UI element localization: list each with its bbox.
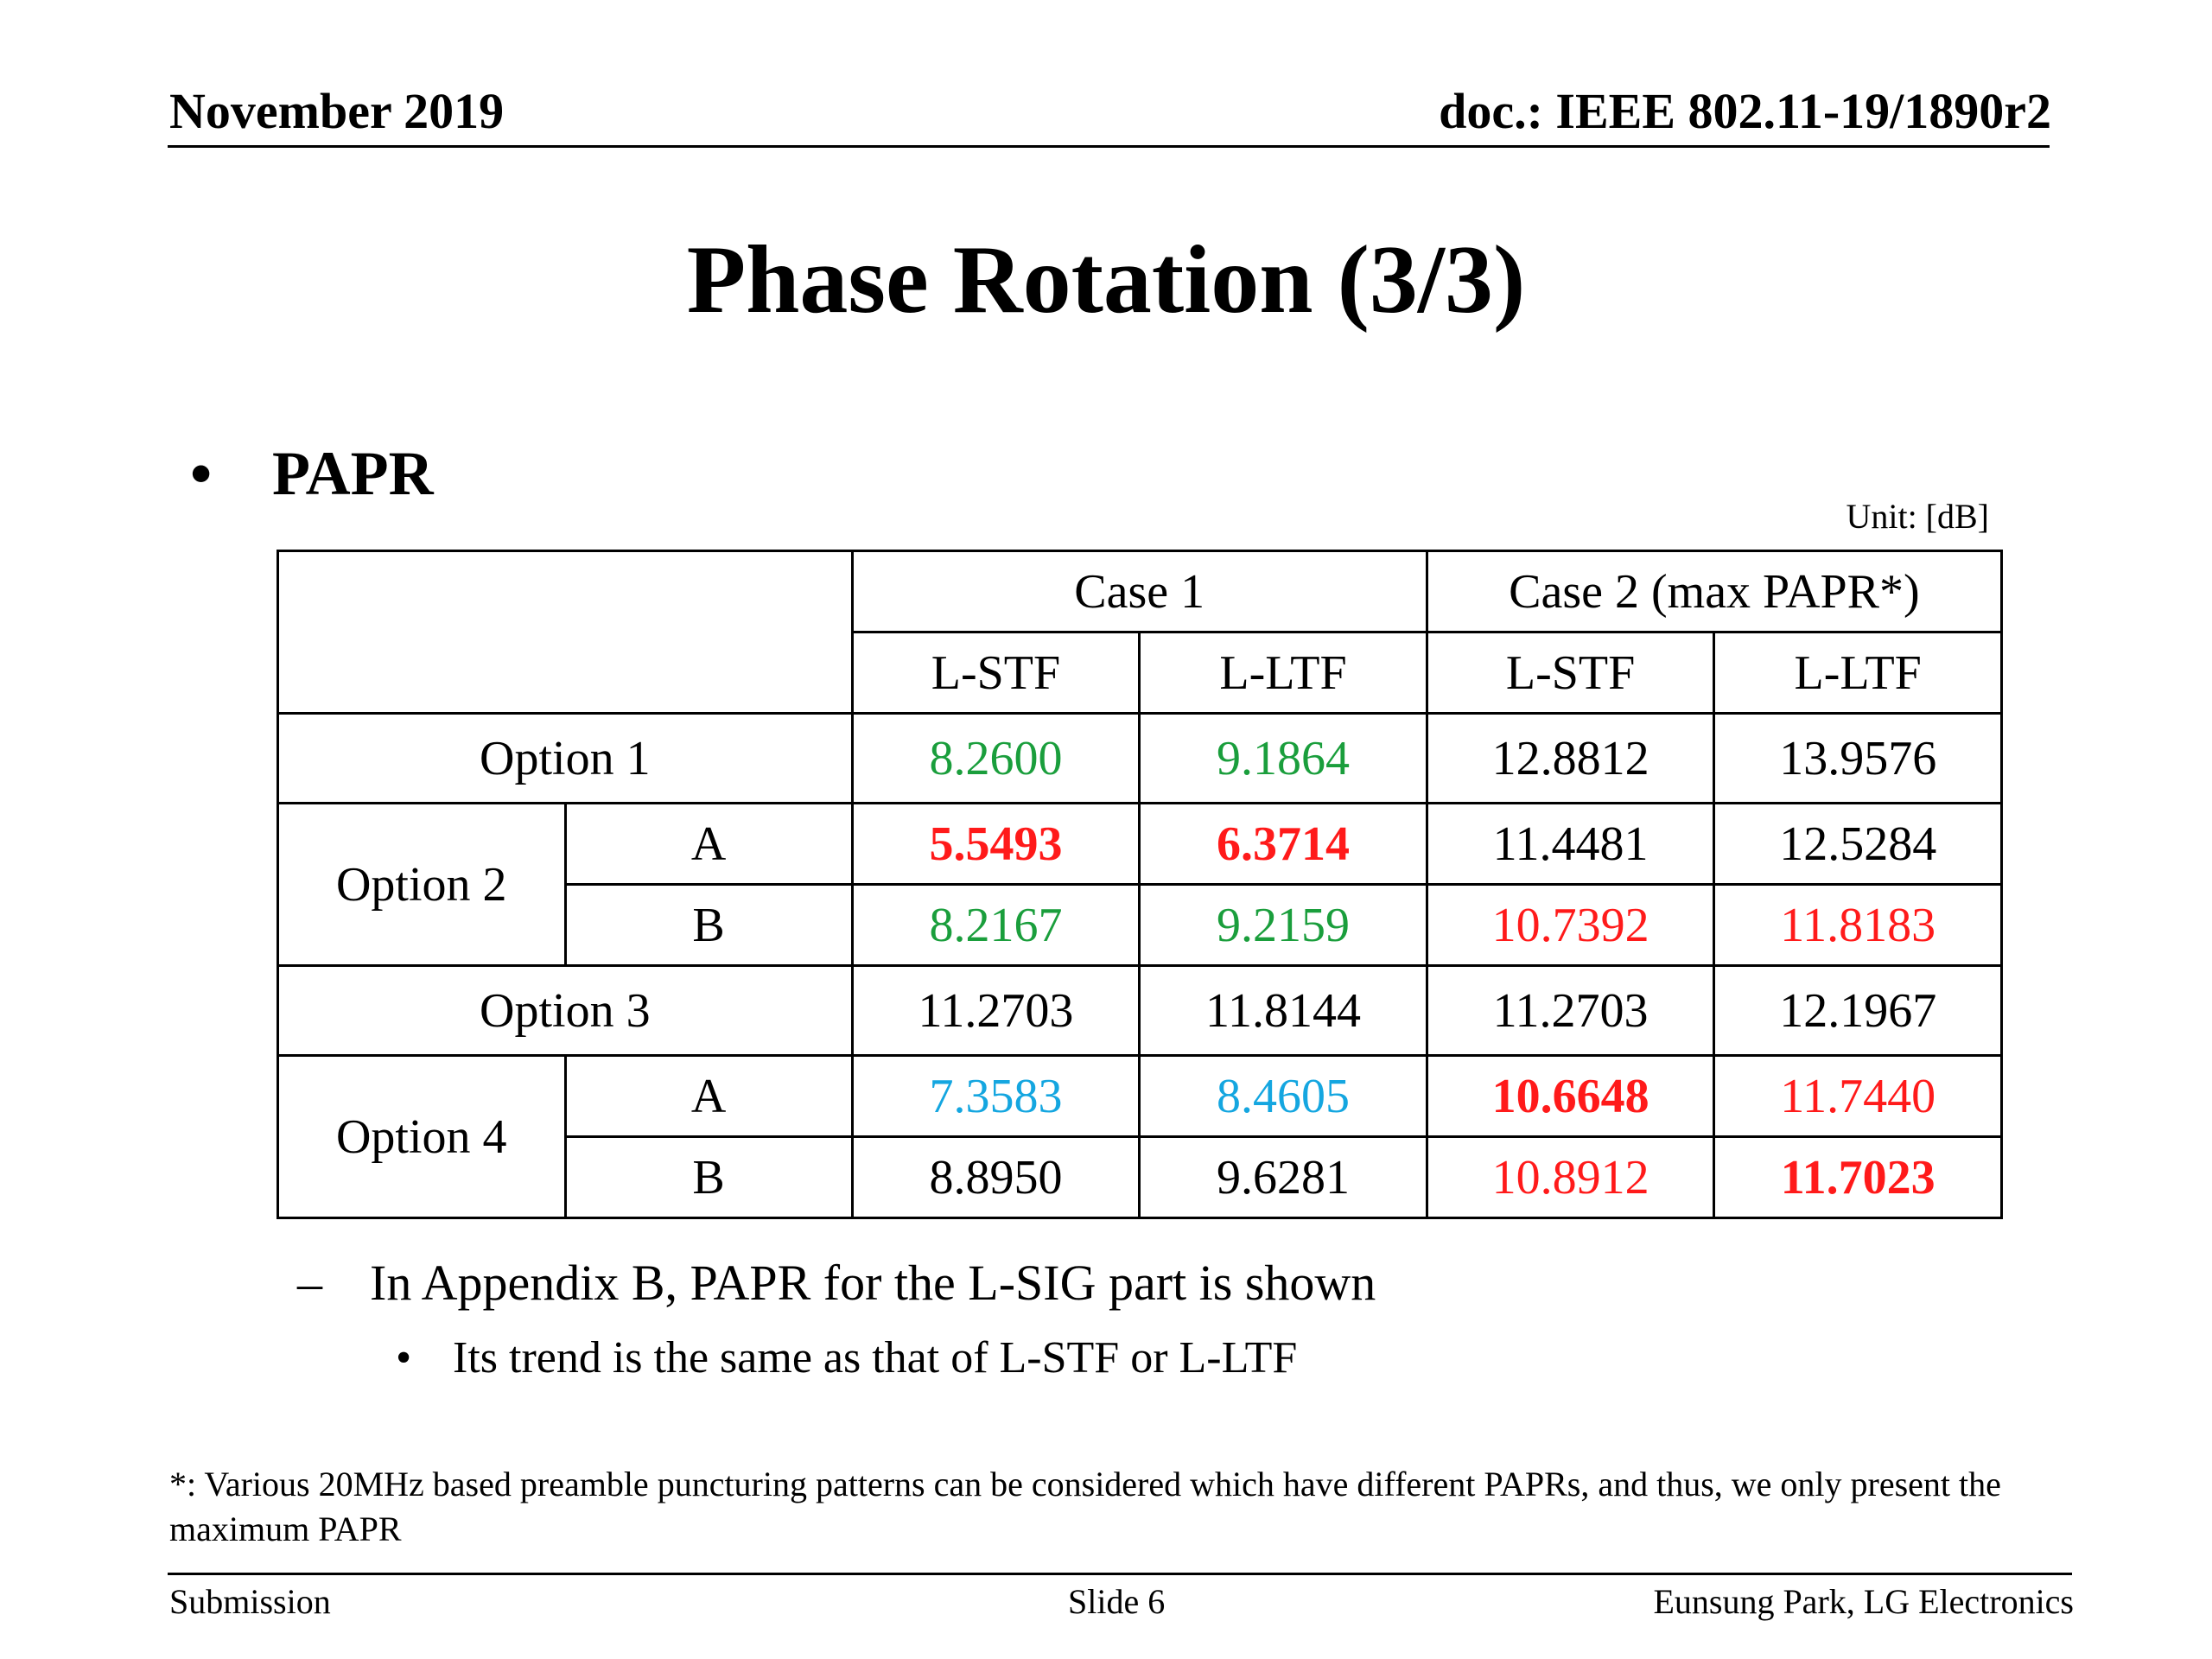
footer-author: Eunsung Park, LG Electronics (1653, 1582, 2074, 1621)
cell-option4b-case2-lltf: 11.7023 (1713, 1135, 2003, 1219)
papr-table: Case 1 Case 2 (max PAPR*) L-STF L-LTF L-… (276, 550, 2004, 1219)
sub-sub-bullet-dot: • (396, 1333, 412, 1382)
row-label-option3: Option 3 (276, 964, 854, 1057)
cell-option2a-case1-lltf: 6.3714 (1138, 802, 1428, 886)
cell-option1-case1-lltf: 9.1864 (1138, 712, 1428, 804)
table-row-option1: Option 1 8.2600 9.1864 12.8812 13.9576 (276, 712, 2003, 804)
header-case1-lstf: L-STF (850, 631, 1141, 715)
row-sublabel-option2-b: B (563, 883, 854, 967)
table-row-option2-b: B 8.2167 9.2159 10.7392 11.8183 (278, 883, 2003, 967)
cell-option4a-case1-lstf: 7.3583 (850, 1054, 1141, 1138)
footnote: *: Various 20MHz based preamble puncturi… (169, 1465, 2001, 1548)
cell-option1-case2-lltf: 13.9576 (1713, 712, 2003, 804)
cell-option4a-case2-lltf: 11.7440 (1713, 1054, 2003, 1138)
header-case-1: Case 1 (850, 550, 1428, 633)
header-case2-lltf: L-LTF (1713, 631, 2003, 715)
header-case1-lltf: L-LTF (1138, 631, 1428, 715)
cell-option1-case1-lstf: 8.2600 (850, 712, 1141, 804)
cell-option3-case1-lltf: 11.8144 (1138, 964, 1428, 1057)
table-row-option4-a: Option 4 A 7.3583 8.4605 10.6648 11.7440 (276, 1054, 2003, 1219)
table-header-row-groups: Case 1 Case 2 (max PAPR*) (276, 550, 2004, 715)
row-label-option2: Option 2 (276, 802, 567, 967)
sub-sub-bullet-text: Its trend is the same as that of L-STF o… (453, 1333, 1298, 1382)
table-row-option3: Option 3 11.2703 11.8144 11.2703 12.1967 (276, 964, 2003, 1057)
table-row-option2-a: Option 2 A 5.5493 6.3714 11.4481 12.5284 (276, 802, 2003, 967)
bullet-symbol: • (190, 439, 213, 508)
row-label-option1: Option 1 (276, 712, 854, 804)
cell-option2b-case2-lltf: 11.8183 (1713, 883, 2003, 967)
cell-option4a-case2-lstf: 10.6648 (1425, 1054, 1716, 1138)
sub-bullet-text: In Appendix B, PAPR for the L-SIG part i… (370, 1255, 1376, 1311)
slide-title: Phase Rotation (3/3) (686, 226, 1526, 334)
cell-option4a-case1-lltf: 8.4605 (1138, 1054, 1428, 1138)
cell-option1-case2-lstf: 12.8812 (1425, 712, 1716, 804)
bullet-label: PAPR (272, 439, 434, 508)
row-sublabel-option4-b: B (563, 1135, 854, 1219)
header-date: November 2019 (169, 83, 505, 139)
cell-option2b-case2-lstf: 10.7392 (1425, 883, 1716, 967)
cell-option4b-case2-lstf: 10.8912 (1425, 1135, 1716, 1219)
row-sublabel-option2-a: A (563, 802, 854, 886)
table-corner-cell (276, 550, 854, 715)
cell-option2b-case1-lstf: 8.2167 (850, 883, 1141, 967)
header-divider (168, 145, 2050, 148)
header-case-2: Case 2 (max PAPR*) (1425, 550, 2004, 633)
footer-slide-number: Slide 6 (1068, 1582, 1166, 1621)
cell-option3-case2-lstf: 11.2703 (1425, 964, 1716, 1057)
footer-divider (168, 1573, 2072, 1575)
header-doc-id: doc.: IEEE 802.11-19/1890r2 (1439, 83, 2051, 139)
cell-option2a-case2-lltf: 12.5284 (1713, 802, 2003, 886)
footer-submission: Submission (169, 1582, 331, 1621)
header-case2-lstf: L-STF (1425, 631, 1716, 715)
cell-option2a-case2-lstf: 11.4481 (1425, 802, 1716, 886)
cell-option4b-case1-lstf: 8.8950 (850, 1135, 1141, 1219)
row-sublabel-option4-a: A (563, 1054, 854, 1138)
cell-option2a-case1-lstf: 5.5493 (850, 802, 1141, 886)
table-row-option4-b: B 8.8950 9.6281 10.8912 11.7023 (278, 1135, 2003, 1219)
sub-bullet-dash: – (297, 1255, 322, 1311)
cell-option3-case1-lstf: 11.2703 (850, 964, 1141, 1057)
cell-option3-case2-lltf: 12.1967 (1713, 964, 2003, 1057)
cell-option2b-case1-lltf: 9.2159 (1138, 883, 1428, 967)
row-label-option4: Option 4 (276, 1054, 567, 1219)
unit-label: Unit: [dB] (1846, 497, 1989, 536)
cell-option4b-case1-lltf: 9.6281 (1138, 1135, 1428, 1219)
table-header-row-fields: L-STF L-LTF L-STF L-LTF (278, 631, 2003, 715)
